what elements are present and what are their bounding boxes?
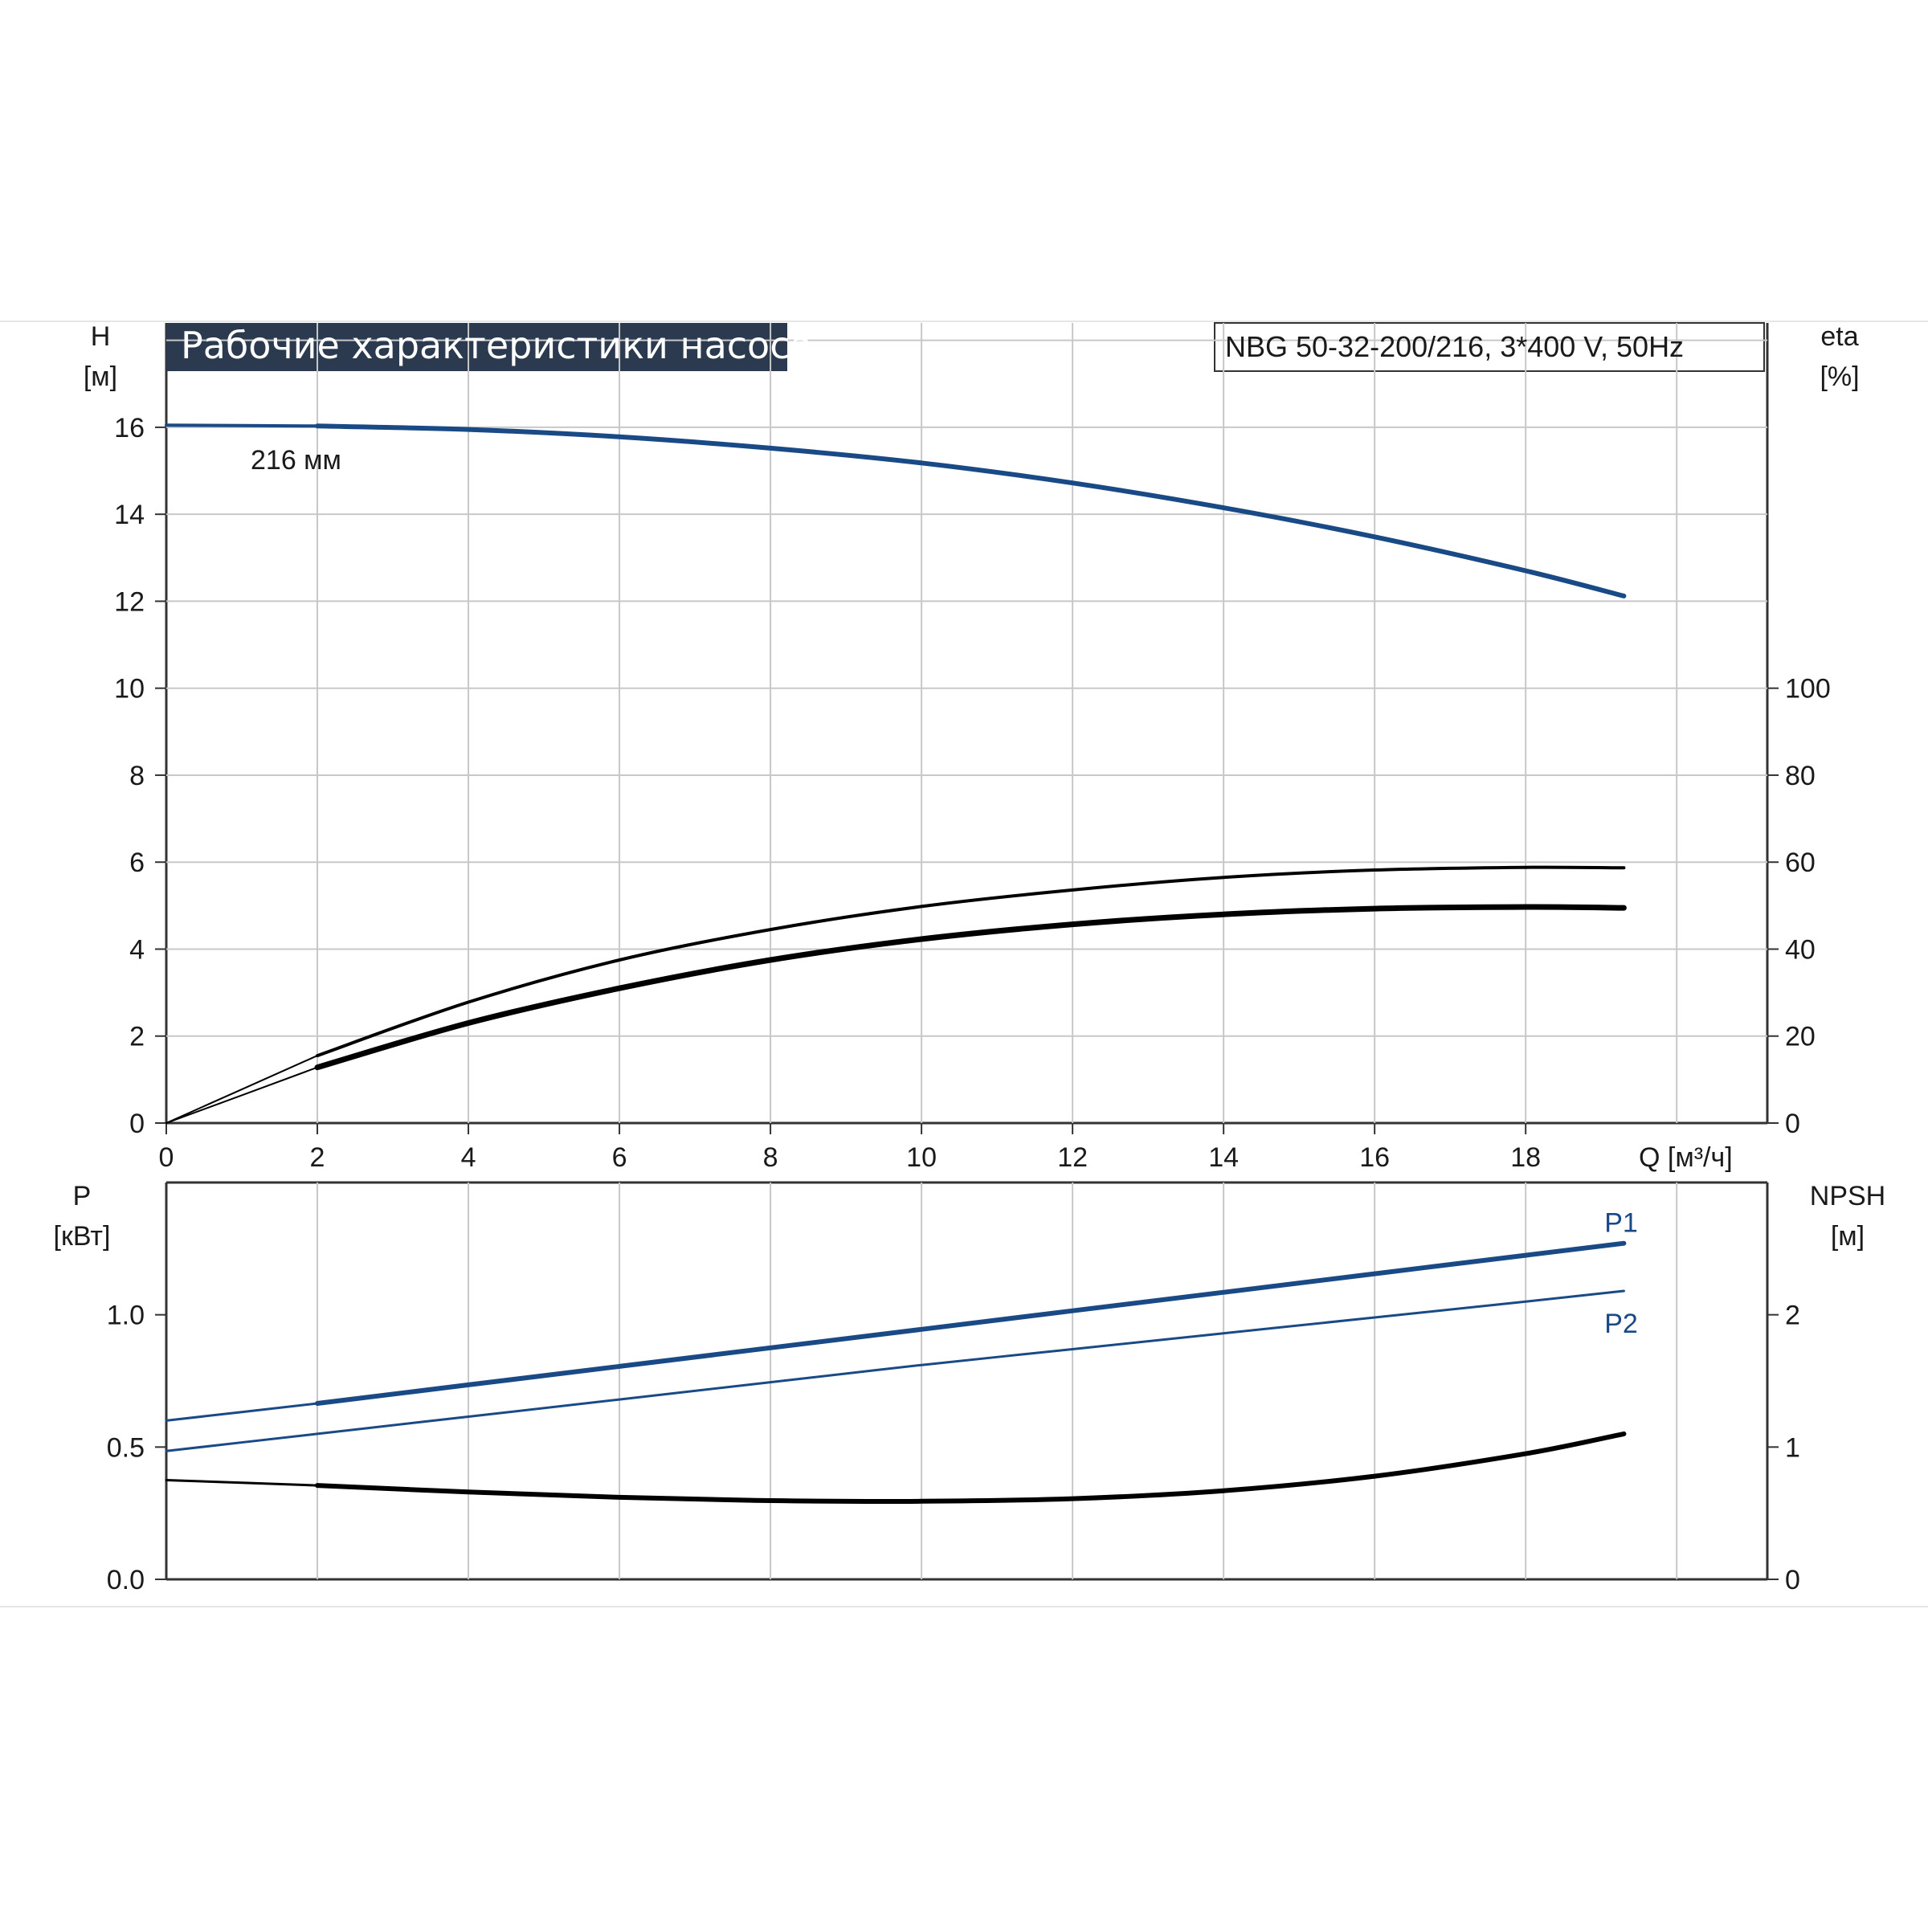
h-tick-label: 10 [114,674,145,705]
eta-tick-label: 0 [1785,1109,1800,1139]
eta-tick-label: 20 [1785,1022,1816,1052]
model-box [1214,322,1765,372]
p2-curve-start [165,1432,319,1452]
q-tick-label: 6 [612,1142,627,1173]
npsh-tick-label: 2 [1785,1301,1800,1331]
chart-title: Рабочие характеристики насоса [181,324,813,367]
q-tick-label: 16 [1359,1142,1390,1173]
p1-curve-start [165,1402,319,1422]
npsh-axis-unit: [м] [1831,1221,1865,1252]
p-tick-label: 0.5 [107,1432,145,1463]
h-tick-label: 14 [114,500,145,530]
title-box [166,323,787,371]
p-axis-unit: [кВт] [54,1221,111,1252]
eta-curve-lower [314,904,1627,1071]
impeller-diameter-label: 216 мм [251,445,341,476]
eta-tick-label: 60 [1785,848,1816,878]
h-tick-label: 4 [129,934,145,965]
npsh-tick-label: 1 [1785,1432,1800,1463]
p-tick-label: 1.0 [107,1301,145,1331]
q-tick-label: 10 [906,1142,937,1173]
npsh-curve [315,1431,1627,1504]
eta-curve-lower-start [165,1066,318,1124]
h-tick-label: 16 [114,413,145,443]
eta-axis-label: eta [1820,321,1858,352]
h-tick-label: 2 [129,1022,145,1052]
eta-curve-upper-start [165,1055,318,1124]
eta-axis-unit: [%] [1820,361,1859,392]
p-tick-label: 0.0 [107,1565,145,1595]
x-axis-label: Q [м³/ч] [1639,1142,1733,1173]
eta-curve-upper [316,865,1626,1058]
h-tick-label: 0 [129,1109,145,1139]
npsh-axis-label: NPSH [1810,1181,1885,1211]
npsh-curve-start [165,1479,319,1487]
npsh-tick-label: 0 [1785,1565,1800,1595]
q-tick-label: 12 [1057,1142,1088,1173]
q-tick-label: 18 [1510,1142,1541,1173]
model-label: NBG 50-32-200/216, 3*400 V, 50Hz [1225,330,1684,363]
p1-label: P1 [1604,1208,1638,1239]
q-tick-label: 0 [159,1142,174,1173]
h-tick-label: 12 [114,586,145,617]
p2-curve [316,1289,1625,1436]
q-tick-label: 14 [1208,1142,1239,1173]
eta-tick-label: 80 [1785,761,1816,791]
h-tick-label: 6 [129,848,145,878]
h-tick-label: 8 [129,761,145,791]
q-tick-label: 8 [763,1142,778,1173]
p2-label: P2 [1604,1309,1638,1339]
q-tick-label: 2 [310,1142,325,1173]
p-axis-label: P [73,1181,92,1211]
h-curve [315,423,1627,598]
p1-curve [315,1240,1627,1406]
q-tick-label: 4 [461,1142,476,1173]
eta-tick-label: 100 [1785,674,1831,705]
eta-tick-label: 40 [1785,934,1816,965]
h-curve-start [165,423,319,428]
h-axis-label: H [91,321,111,352]
h-axis-unit: [м] [84,361,117,392]
